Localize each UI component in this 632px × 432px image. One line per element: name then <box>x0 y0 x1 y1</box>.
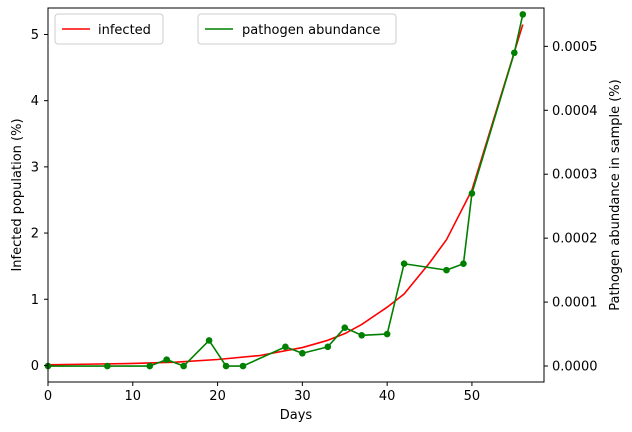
y-right-tick-label: 0.0000 <box>552 360 598 375</box>
data-point-pathogen-abundance <box>519 11 527 18</box>
legend-box <box>197 13 397 45</box>
y-left-tick-label: 4 <box>31 94 39 109</box>
legend-pathogen-abundance: pathogen abundance <box>197 13 397 45</box>
data-point-pathogen-abundance <box>146 362 154 370</box>
y-left-tick-label: 2 <box>31 227 39 242</box>
y-axis-left-label: Infected population (%) <box>10 118 25 271</box>
plot-area <box>44 11 527 370</box>
axes-frame <box>47 7 545 383</box>
data-point-pathogen-abundance <box>239 362 247 370</box>
y-axis-right: 0.0000 0.0001 0.0002 0.0003 0.0004 0.0005 <box>544 40 598 375</box>
legend-box <box>54 13 164 45</box>
data-point-pathogen-abundance <box>104 362 111 370</box>
x-tick-label: 40 <box>379 389 396 404</box>
data-point-pathogen-abundance <box>383 330 391 338</box>
y-left-tick-label: 1 <box>31 293 39 308</box>
data-point-pathogen-abundance <box>324 343 332 351</box>
y-right-tick-label: 0.0002 <box>552 232 598 247</box>
data-point-pathogen-abundance <box>460 260 467 268</box>
x-tick-label: 50 <box>464 389 481 404</box>
y-right-tick-label: 0.0003 <box>552 168 598 183</box>
data-point-pathogen-abundance <box>468 190 476 197</box>
x-axis: 0 10 20 30 40 50 <box>44 382 480 404</box>
y-right-tick-label: 0.0004 <box>552 104 598 119</box>
data-point-pathogen-abundance <box>222 362 230 370</box>
y-right-tick-label: 0.0001 <box>552 296 598 311</box>
y-left-tick-label: 5 <box>31 28 39 43</box>
x-tick-label: 20 <box>209 389 226 404</box>
y-right-tick-label: 0.0005 <box>552 40 598 55</box>
x-tick-label: 30 <box>294 389 311 404</box>
y-axis-right-label: Pathogen abundance in sample (%) <box>608 79 623 310</box>
legend-infected: infected <box>54 13 164 45</box>
data-point-pathogen-abundance <box>282 343 289 351</box>
data-point-pathogen-abundance <box>358 332 366 339</box>
x-tick-label: 0 <box>44 389 52 404</box>
series-line-pathogen-abundance <box>48 14 524 367</box>
legend-label-infected: infected <box>98 23 151 38</box>
data-point-pathogen-abundance <box>400 260 408 268</box>
y-left-tick-label: 0 <box>31 359 39 374</box>
data-point-pathogen-abundance <box>180 362 187 370</box>
x-tick-label: 10 <box>125 389 142 404</box>
data-point-pathogen-abundance <box>511 49 518 57</box>
data-point-pathogen-abundance <box>163 356 171 363</box>
data-point-pathogen-abundance <box>299 349 306 357</box>
series-line-infected <box>47 24 524 366</box>
x-axis-label: Days <box>280 408 313 423</box>
data-point-pathogen-abundance <box>443 266 450 274</box>
data-point-pathogen-abundance <box>341 324 349 331</box>
y-axis-left: 0 1 2 3 4 5 <box>31 28 48 374</box>
y-left-tick-label: 3 <box>31 160 39 175</box>
legend-label-pathogen-abundance: pathogen abundance <box>242 23 380 38</box>
data-point-pathogen-abundance <box>205 337 213 344</box>
